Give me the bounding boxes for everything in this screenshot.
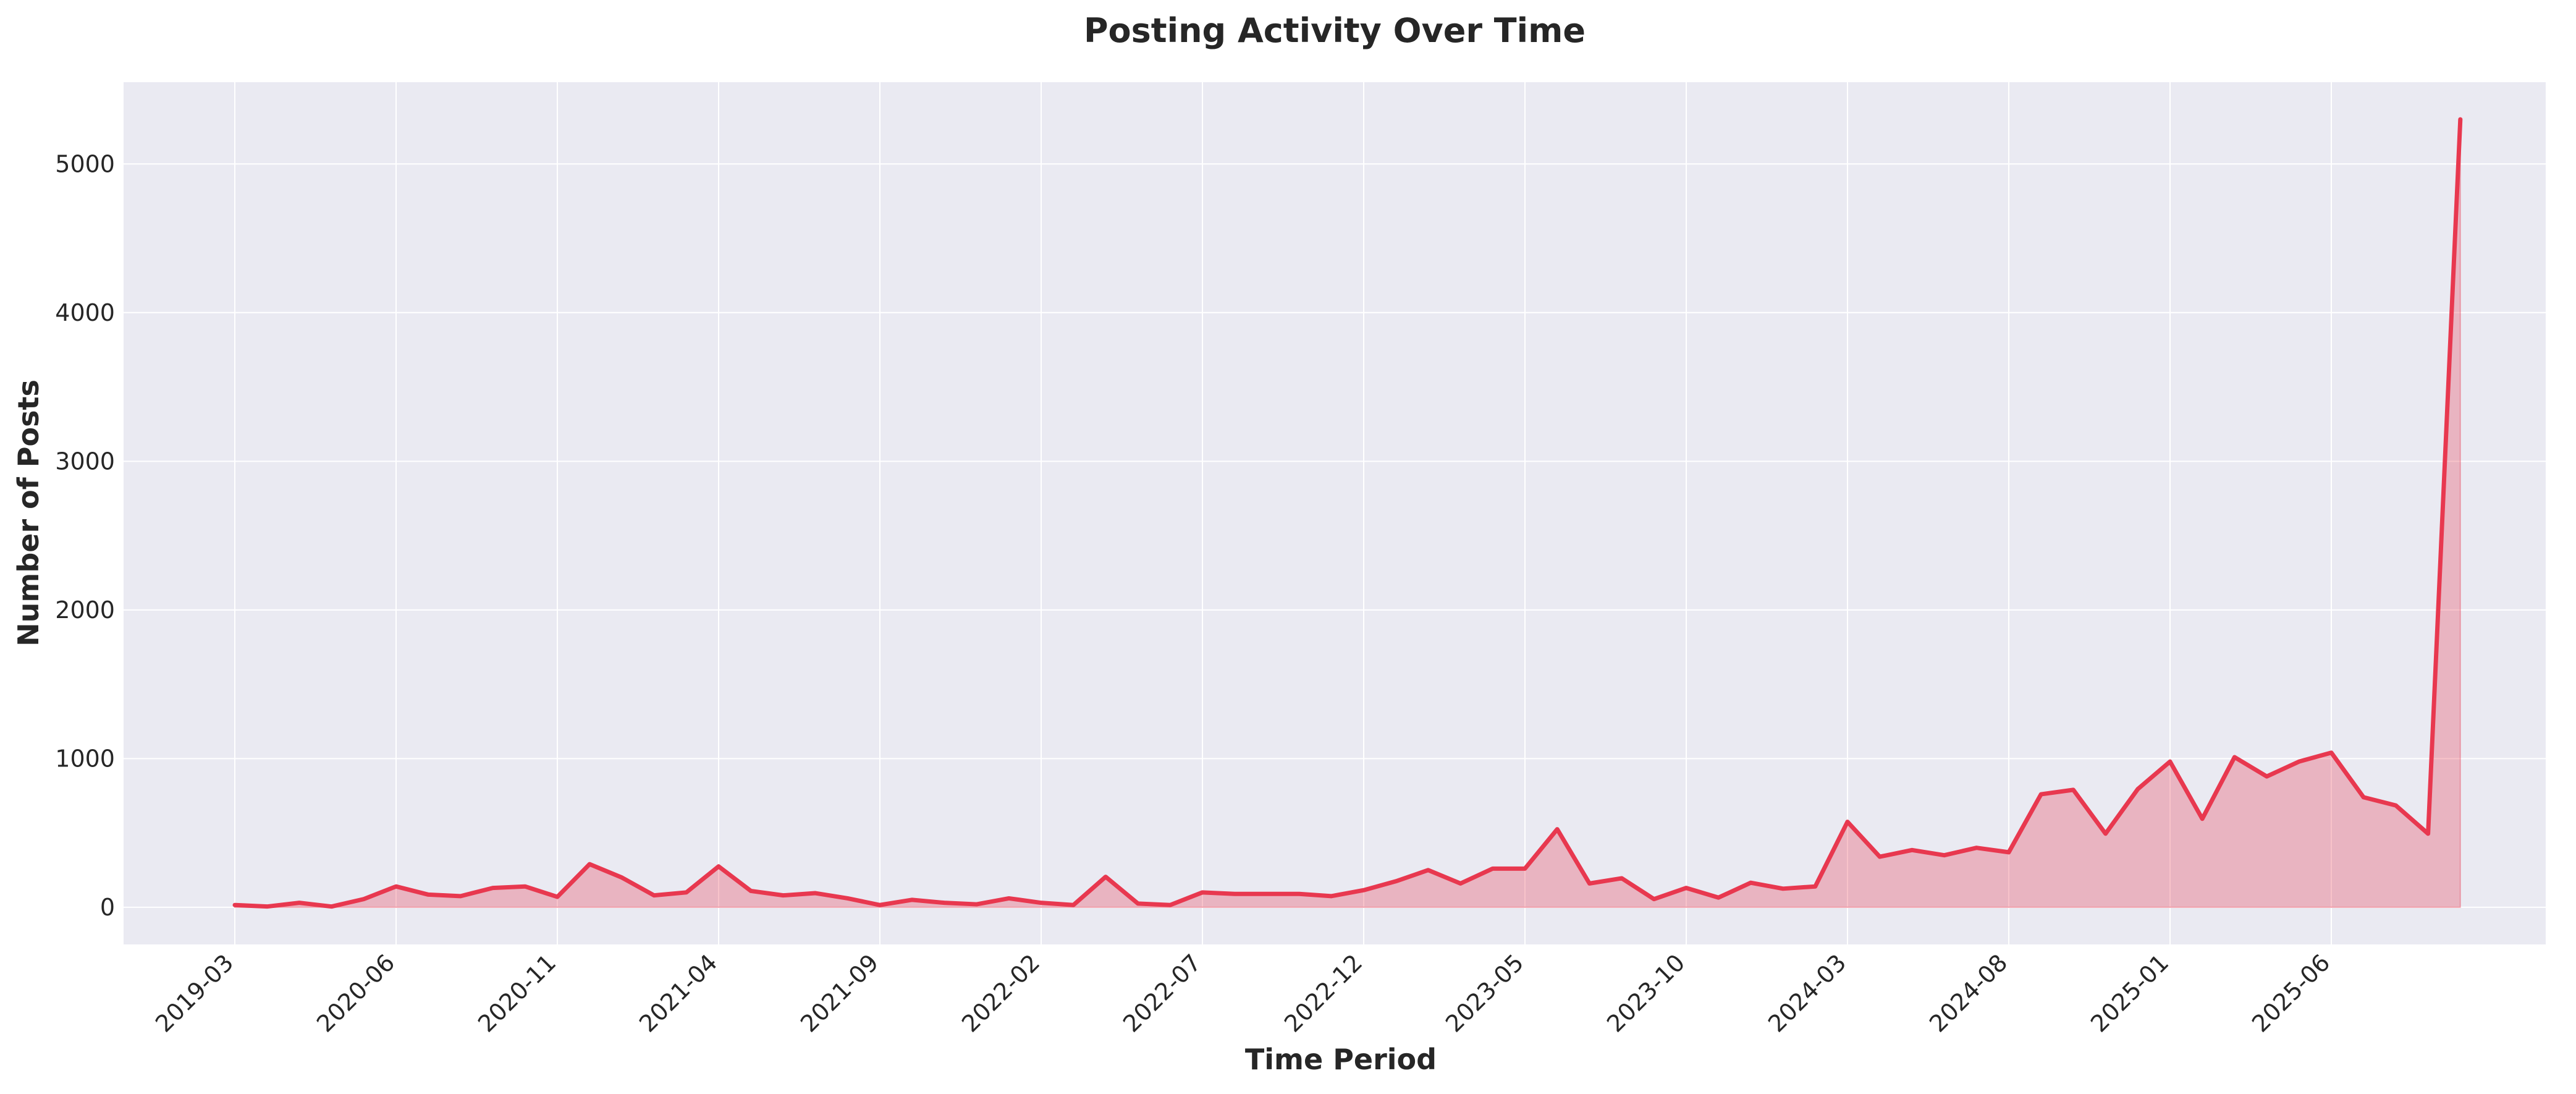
series-line: [232, 117, 2463, 909]
x-tick-label: 2020-11: [473, 949, 561, 1037]
y-tick-label: 4000: [55, 299, 115, 326]
y-tick-label: 2000: [55, 596, 115, 624]
x-tick-label: 2022-02: [956, 949, 1045, 1037]
x-tick-label: 2021-04: [634, 949, 722, 1037]
y-tick-label: 3000: [55, 447, 115, 475]
plot-area: [124, 82, 2546, 944]
y-tick-label: 5000: [55, 150, 115, 177]
x-tick-label: 2023-10: [1602, 949, 1690, 1037]
x-tick-label: 2024-08: [1924, 949, 2012, 1037]
series-layer: [232, 117, 2463, 909]
x-tick-label: 2025-01: [2085, 949, 2174, 1037]
x-tick-label: 2023-05: [1440, 949, 1529, 1037]
x-tick-label: 2022-12: [1279, 949, 1367, 1037]
x-axis-label: Time Period: [1245, 1043, 1437, 1076]
x-tick-label: 2021-09: [795, 949, 884, 1037]
x-tick-label: 2019-03: [150, 949, 239, 1037]
x-axis-ticks: 2019-03 2020-06 2020-11 2021-04 2021-09 2022-…: [150, 949, 2335, 1037]
x-tick-label: 2020-06: [311, 949, 400, 1037]
y-tick-label: 0: [100, 894, 115, 921]
x-tick-label: 2022-07: [1118, 949, 1206, 1037]
y-tick-label: 1000: [55, 745, 115, 772]
x-tick-label: 2025-06: [2247, 949, 2335, 1037]
chart-title: Posting Activity Over Time: [1084, 11, 1586, 50]
y-axis-ticks: 0 1000 2000 3000 4000 5000: [55, 150, 115, 921]
y-axis-label: Number of Posts: [12, 380, 45, 647]
x-tick-label: 2024-03: [1763, 949, 1851, 1037]
grid-layer: [124, 82, 2546, 944]
